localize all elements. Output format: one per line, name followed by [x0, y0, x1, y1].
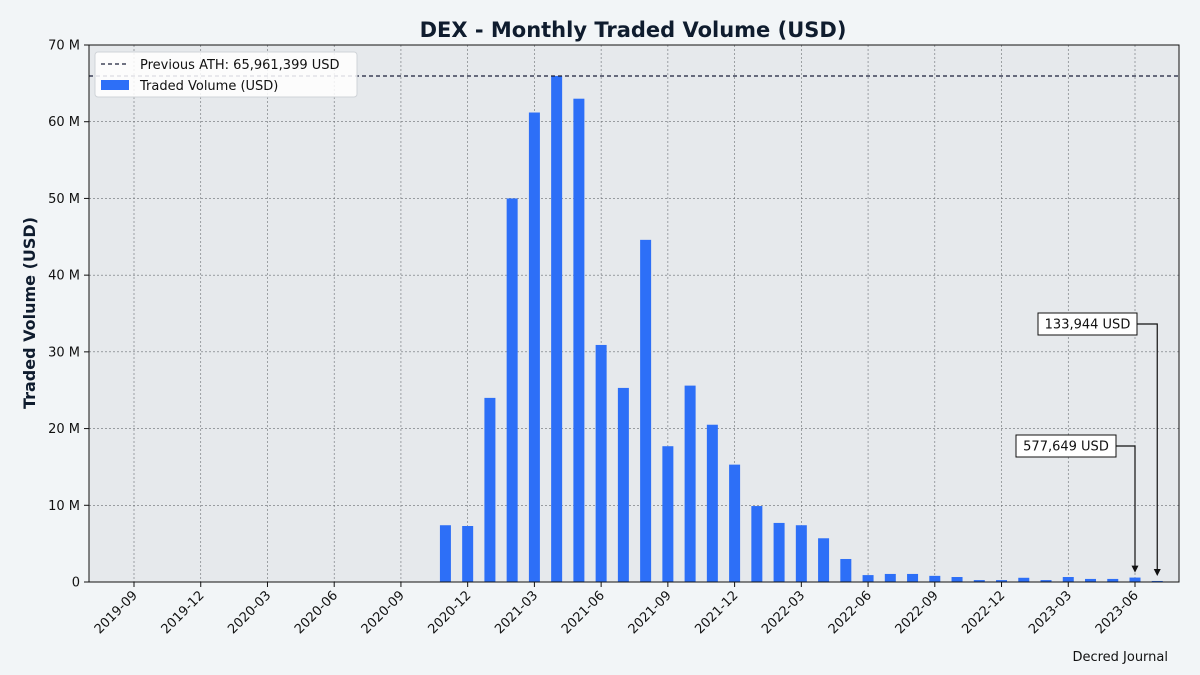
bar-2021-02 — [506, 198, 518, 582]
bar-2023-03 — [1062, 577, 1074, 582]
bar-2022-02 — [773, 522, 785, 582]
legend-volume-label: Traded Volume (USD) — [139, 79, 278, 94]
bar-2022-03 — [795, 525, 807, 582]
credit-text: Decred Journal — [1072, 650, 1168, 665]
bar-2021-11 — [706, 424, 718, 582]
bar-2023-06 — [1129, 577, 1141, 582]
y-tick-label: 0 — [72, 576, 80, 591]
bar-2022-08 — [907, 573, 919, 582]
bar-2023-01 — [1018, 577, 1030, 582]
annotation-label: 133,944 USD — [1045, 318, 1131, 333]
legend-box — [94, 51, 358, 98]
bar-2021-10 — [684, 385, 696, 582]
bar-2022-05 — [840, 558, 852, 582]
annotation-arrow — [1116, 445, 1136, 567]
bar-2023-02 — [1040, 580, 1052, 582]
annotation-label: 577,649 USD — [1023, 440, 1109, 455]
bar-2021-08 — [640, 239, 652, 582]
legend-volume-swatch — [101, 80, 129, 90]
bar-2022-07 — [884, 573, 896, 582]
y-tick-label: 20 M — [48, 422, 80, 437]
bar-2022-06 — [862, 575, 874, 582]
legend-ath-label: Previous ATH: 65,961,399 USD — [140, 58, 340, 73]
y-tick-label: 10 M — [48, 499, 80, 514]
annotation-arrowhead — [1153, 568, 1161, 576]
annotation-arrow — [1137, 323, 1158, 570]
bar-2021-04 — [551, 75, 563, 582]
chart-title: DEX - Monthly Traded Volume (USD) — [420, 18, 847, 42]
plot-frame — [88, 44, 1180, 583]
y-tick-label: 60 M — [48, 115, 80, 130]
y-tick-label: 50 M — [48, 192, 80, 207]
bar-2023-05 — [1107, 578, 1119, 582]
bar-2021-09 — [662, 446, 674, 582]
bar-2022-10 — [951, 577, 963, 582]
bar-2021-03 — [528, 112, 540, 582]
bar-2020-11 — [439, 525, 451, 582]
bar-2021-12 — [729, 464, 741, 582]
bar-2021-06 — [595, 344, 607, 582]
annotations: 577,649 USD 133,944 USD — [1015, 312, 1161, 576]
bar-2022-04 — [818, 538, 830, 582]
y-axis-label: Traded Volume (USD) — [20, 217, 39, 409]
bar-2023-07 — [1151, 580, 1163, 582]
bar-2021-05 — [573, 98, 585, 582]
y-tick-label: 70 M — [48, 39, 80, 54]
annotation-arrowhead — [1131, 565, 1139, 573]
bar-2023-04 — [1085, 578, 1097, 582]
bar-2021-01 — [484, 397, 496, 582]
legend: Previous ATH: 65,961,399 USD Traded Volu… — [94, 51, 358, 98]
bar-2022-11 — [973, 580, 985, 582]
bar-2022-01 — [751, 506, 763, 582]
plot-area — [89, 45, 1179, 582]
bar-2020-12 — [462, 525, 474, 582]
bar-2022-09 — [929, 575, 941, 582]
bar-2022-12 — [996, 580, 1008, 582]
bar-series — [439, 75, 1163, 582]
y-axis: 0 10 M 20 M 30 M 40 M 50 M 60 M 70 M — [48, 39, 89, 591]
y-tick-label: 40 M — [48, 269, 80, 284]
bar-2021-07 — [617, 387, 629, 582]
y-tick-label: 30 M — [48, 345, 80, 360]
